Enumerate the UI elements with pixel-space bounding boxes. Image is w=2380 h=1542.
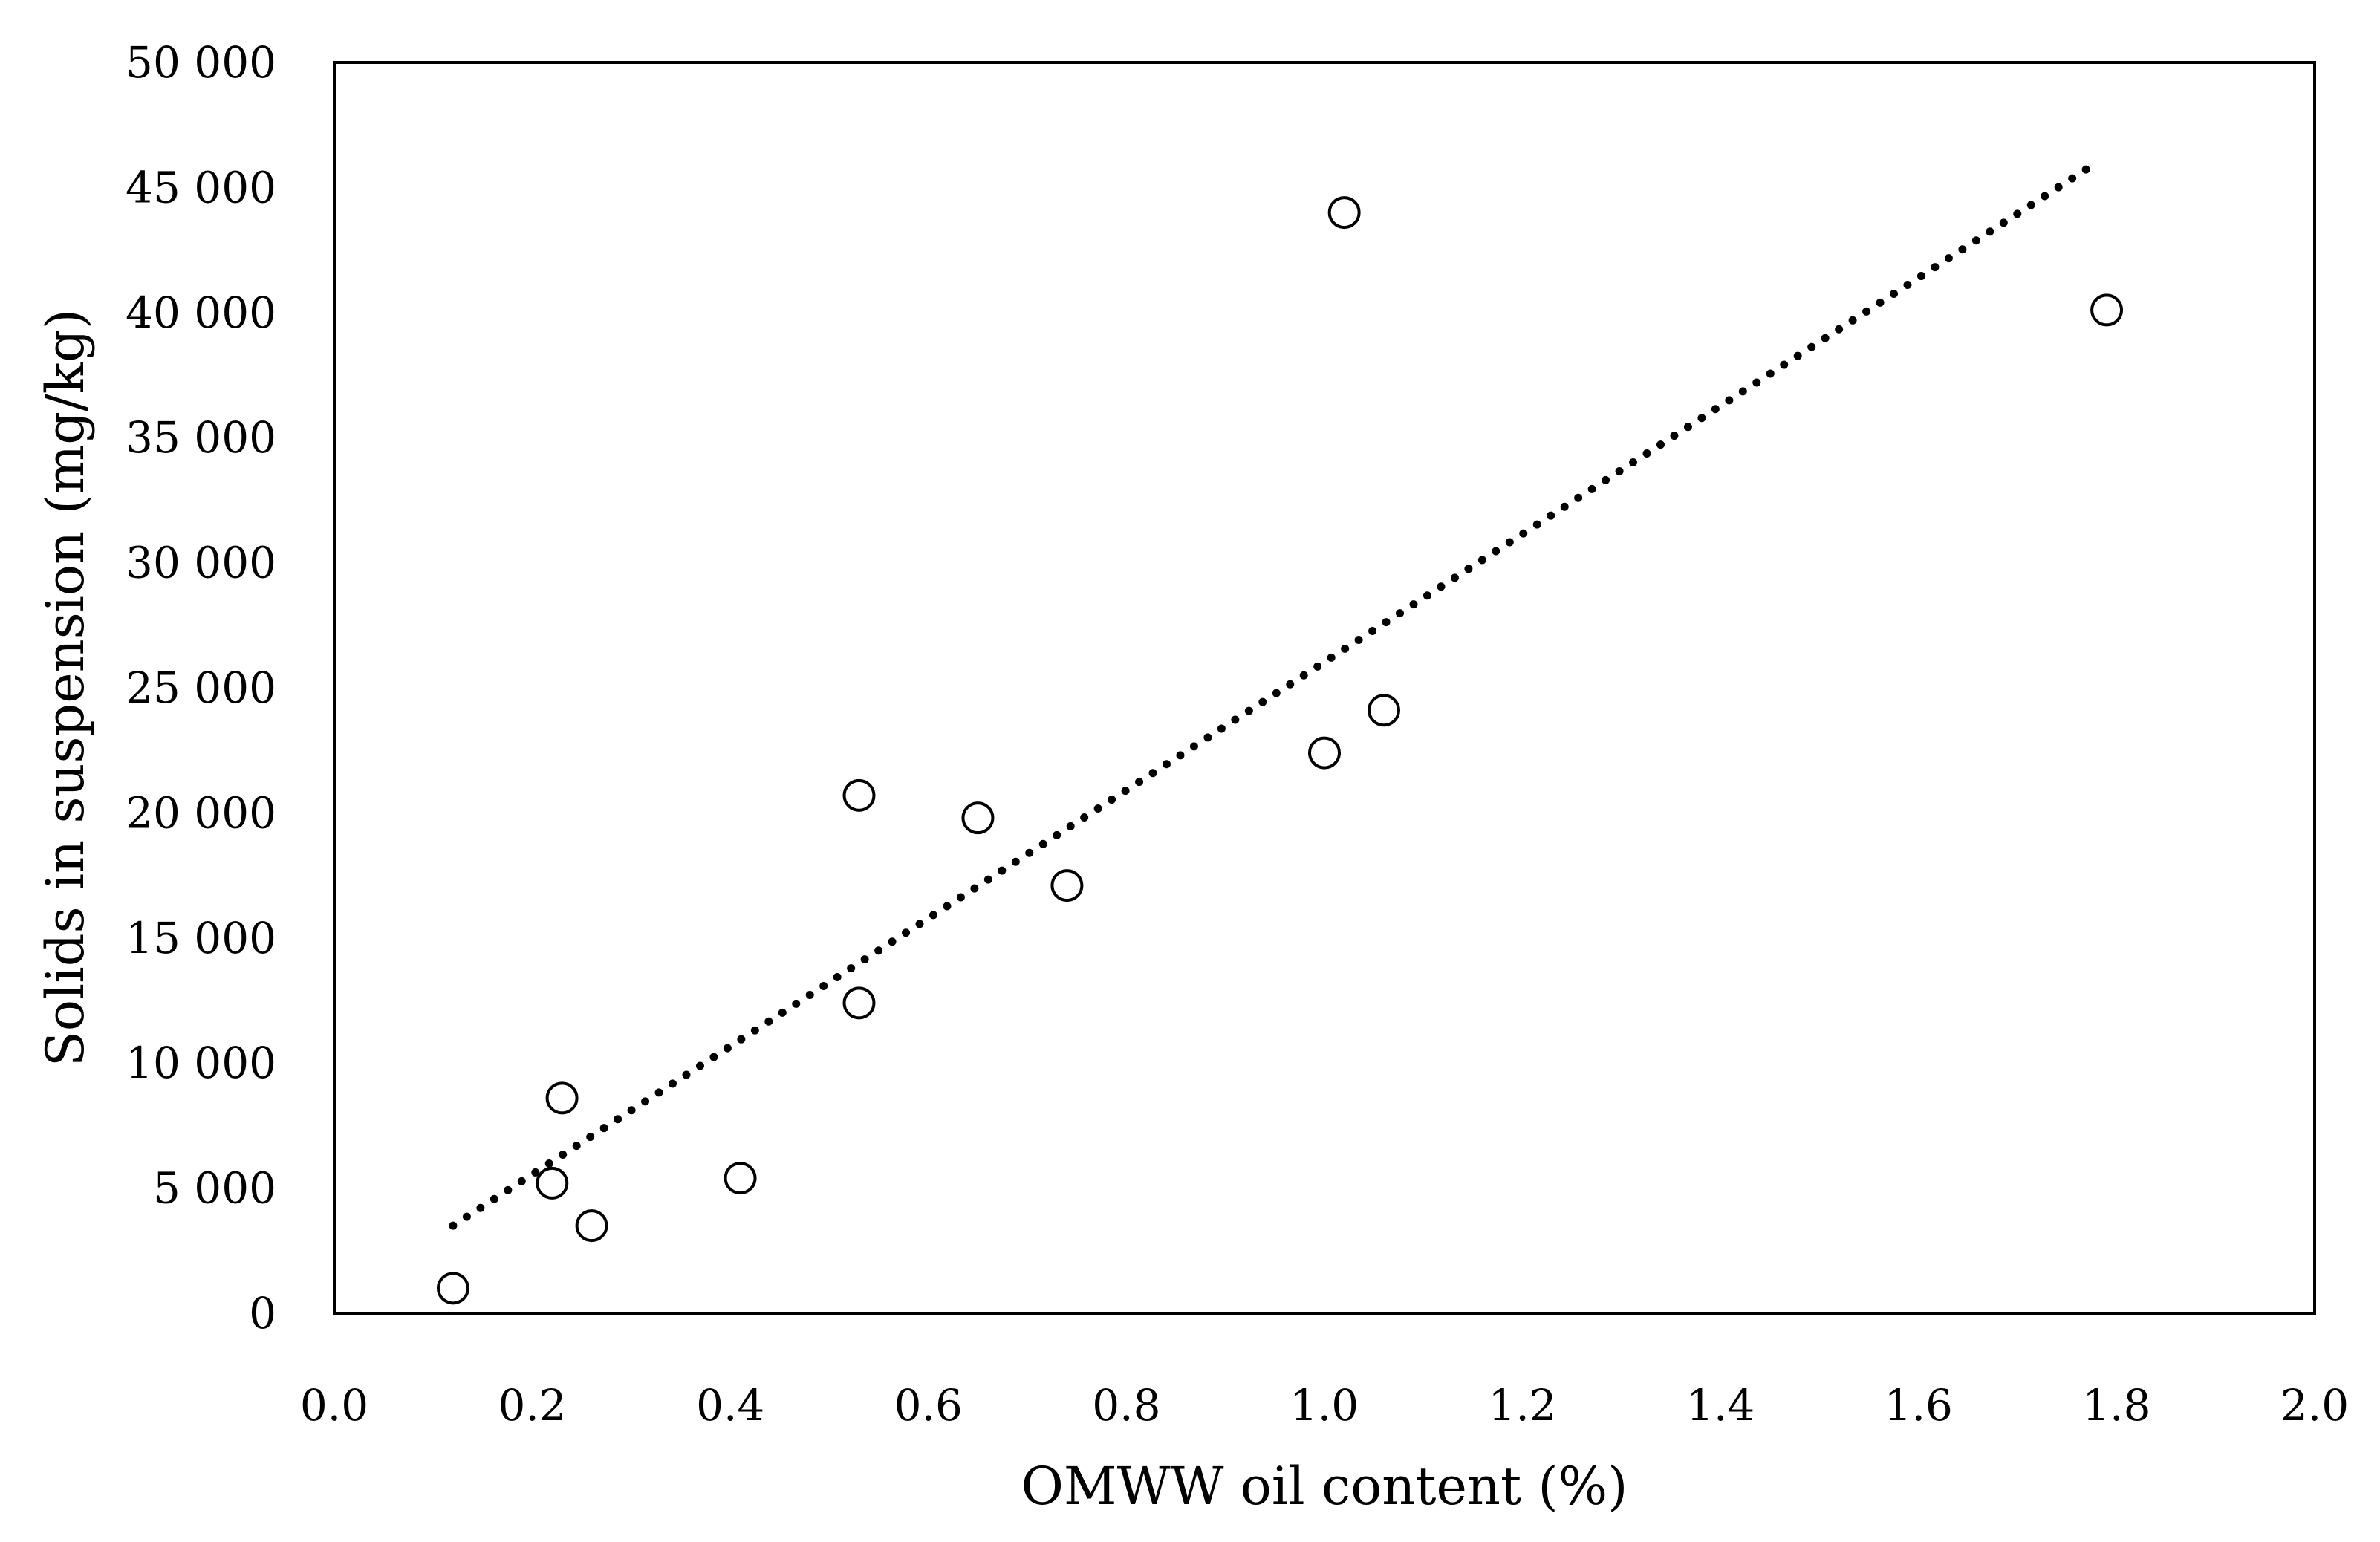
data-point: [1327, 196, 1361, 230]
x-tick-label: 0.6: [894, 1380, 963, 1431]
data-point: [1050, 869, 1084, 902]
x-tick-label: 1.8: [2082, 1380, 2150, 1431]
x-axis-title: OMWW oil content (%): [1021, 1456, 1628, 1517]
x-tick-label: 1.2: [1488, 1380, 1556, 1431]
x-tick-label: 1.6: [1885, 1380, 1953, 1431]
data-point: [842, 986, 876, 1020]
y-tick-label: 0: [249, 1288, 276, 1338]
data-point: [436, 1272, 469, 1305]
data-point: [575, 1209, 608, 1243]
y-tick-label: 10 000: [126, 1038, 276, 1088]
x-tick-label: 1.4: [1686, 1380, 1755, 1431]
x-tick-label: 2.0: [2280, 1380, 2349, 1431]
data-points-group: [436, 196, 2124, 1305]
x-tick-label: 0.2: [498, 1380, 566, 1431]
x-tick-label: 1.0: [1290, 1380, 1359, 1431]
data-point: [545, 1081, 579, 1115]
data-point: [2090, 293, 2124, 327]
y-tick-label: 25 000: [126, 663, 276, 713]
y-axis-title: Solids in suspension (mg/kg): [35, 309, 96, 1067]
y-tick-label: 30 000: [126, 538, 276, 588]
y-tick-label: 35 000: [126, 412, 276, 463]
plot-area-frame: [333, 61, 2316, 1315]
y-tick-label: 50 000: [126, 37, 276, 88]
data-point: [536, 1166, 569, 1200]
x-tick-label: 0.0: [300, 1380, 368, 1431]
data-point: [842, 778, 876, 812]
y-tick-label: 15 000: [126, 913, 276, 963]
data-point: [1367, 694, 1400, 727]
x-tick-label: 0.4: [696, 1380, 764, 1431]
data-point: [961, 801, 995, 835]
x-tick-label: 0.8: [1092, 1380, 1160, 1431]
y-tick-label: 40 000: [126, 287, 276, 338]
data-point: [1308, 736, 1341, 770]
y-tick-label: 45 000: [126, 162, 276, 212]
y-axis-tick-labels: 0 5 000 10 000 15 000 20 000 25 000 30 000 35 0…: [126, 37, 276, 1338]
y-tick-label: 5 000: [153, 1163, 276, 1214]
trendline: [449, 158, 2101, 1230]
data-point: [724, 1162, 757, 1195]
x-axis-tick-labels: 0.0 0.2 0.4 0.6 0.8 1.0 1.2 1.4 1.6 1.8 2.0: [300, 1380, 2349, 1431]
trendline-group: [449, 158, 2101, 1230]
y-tick-label: 20 000: [126, 787, 276, 838]
